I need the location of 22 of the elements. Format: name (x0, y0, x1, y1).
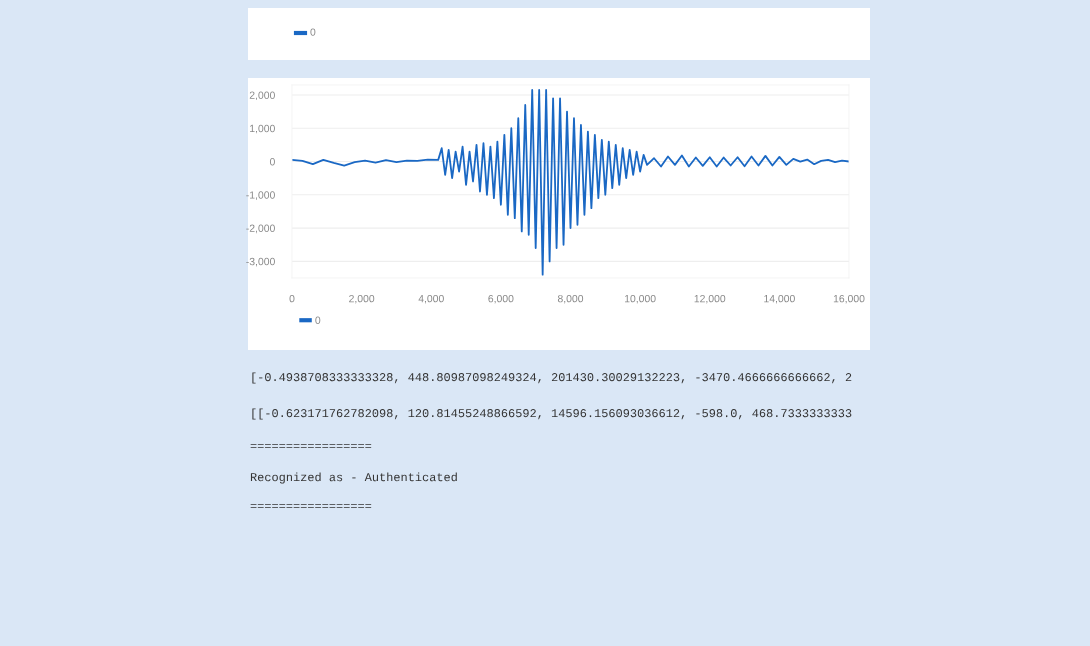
x-tick-label: 12,000 (694, 294, 726, 304)
y-tick-label: 1,000 (250, 124, 275, 134)
y-tick-label: -2,000 (246, 224, 275, 234)
text: ================= (250, 504, 372, 509)
text: [[-0.623171762782098, 120.81455248866592, 14596.156093036612, -598.0, 468.7333333333 (252, 408, 852, 420)
y-tick-label: 2,000 (249, 91, 275, 101)
x-tick-label: 6,000 (488, 294, 514, 304)
x-tick-label: 8,000 (557, 294, 584, 304)
x-tick-label: 0 (289, 294, 295, 303)
text: ================= (250, 444, 372, 449)
text: [-0.4938708333333328, 448.80987098249324, 201430.30029132223, -3470.4666666666662, 2 (252, 372, 852, 384)
text: 0 (310, 28, 316, 36)
y-tick-label: -3,000 (246, 257, 275, 267)
text: Recognized as - Authenticated (250, 472, 457, 484)
y-tick-label: 0 (269, 158, 275, 166)
y-tick-label: -1,000 (246, 191, 275, 200)
x-tick-label: 14,000 (764, 294, 795, 304)
legend-label: 0 (315, 316, 321, 324)
x-tick-label: 16,000 (833, 294, 865, 304)
x-tick-label: 10,000 (624, 294, 656, 304)
x-tick-label: 2,000 (349, 294, 375, 304)
x-tick-label: 4,000 (418, 294, 444, 304)
